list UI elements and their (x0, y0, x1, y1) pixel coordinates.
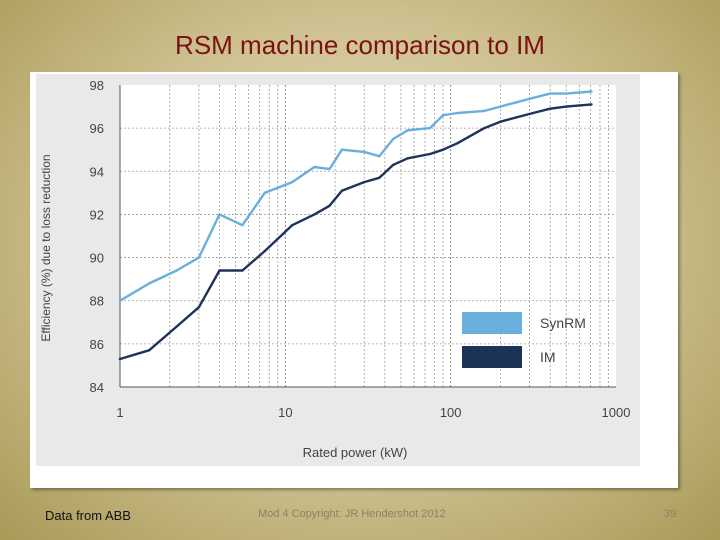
y-tick-label: 84 (90, 380, 104, 395)
legend-swatch-im (462, 346, 522, 368)
data-point-im (290, 224, 294, 227)
data-point-im (499, 120, 502, 123)
data-point-im (590, 103, 593, 106)
x-tick-label: 10 (278, 405, 292, 420)
data-point-synrm (218, 213, 221, 216)
data-point-im (118, 357, 122, 361)
data-point-im (515, 116, 518, 119)
data-point-synrm (456, 111, 459, 115)
data-point-synrm (263, 191, 266, 195)
x-tick-label: 100 (440, 405, 462, 420)
data-point-synrm (378, 154, 381, 158)
data-point-synrm (406, 129, 409, 132)
chart-plot-area (120, 85, 616, 387)
y-tick-label: 94 (90, 164, 104, 179)
data-point-synrm (118, 299, 122, 302)
x-axis-label: Rated power (kW) (303, 445, 408, 460)
data-point-synrm (441, 114, 445, 117)
y-axis-label: Efficiency (%) due to loss reduction (39, 154, 53, 341)
y-tick-label: 96 (90, 121, 104, 136)
data-point-synrm (313, 165, 316, 169)
data-point-synrm (549, 92, 552, 95)
data-point-im (531, 111, 535, 115)
x-tick-label: 1000 (602, 405, 631, 420)
data-point-im (263, 249, 266, 253)
y-tick-label: 86 (90, 337, 104, 352)
slide-title: RSM machine comparison to IM (175, 30, 545, 60)
data-point-im (565, 105, 568, 108)
y-tick-label: 92 (90, 207, 104, 222)
data-point-im (175, 325, 178, 328)
legend-swatch-synrm (462, 312, 522, 334)
data-point-im (328, 204, 331, 207)
data-point-im (483, 126, 486, 130)
data-point-im (378, 176, 381, 179)
data-point-synrm (515, 101, 518, 104)
data-point-synrm (392, 137, 395, 141)
page-number: 39 (664, 508, 677, 520)
chart-frame: 84 86 88 90 92 94 96 98 1 10 100 1000 SynRM IM Effic… (30, 72, 678, 488)
data-point-im (147, 349, 151, 352)
data-point-im (363, 180, 366, 184)
data-point-im (241, 269, 244, 272)
data-point-im (218, 269, 221, 272)
legend-label-im: IM (540, 349, 556, 365)
data-point-im (340, 189, 344, 192)
data-point-im (549, 107, 552, 110)
data-point-synrm (363, 150, 366, 154)
data-point-synrm (197, 256, 201, 259)
data-point-synrm (175, 269, 178, 272)
data-point-synrm (590, 90, 593, 93)
y-tick-label: 88 (90, 294, 104, 309)
data-point-im (428, 152, 432, 156)
data-point-synrm (340, 148, 344, 151)
data-point-synrm (147, 282, 151, 285)
efficiency-chart: 84 86 88 90 92 94 96 98 1 10 100 1000 SynRM IM Effic… (36, 74, 640, 466)
data-point-im (441, 148, 445, 151)
data-point-synrm (290, 180, 294, 184)
x-tick-label: 1 (116, 405, 123, 420)
footer-copyright: Mod 4 Copyright: JR Hendershot 2012 (258, 508, 446, 520)
data-point-synrm (531, 96, 535, 100)
y-tick-label: 98 (90, 78, 104, 93)
data-point-synrm (428, 126, 432, 130)
data-point-im (406, 157, 409, 160)
data-point-im (313, 213, 316, 216)
legend-label-synrm: SynRM (540, 315, 586, 331)
data-point-im (197, 305, 201, 309)
footer-source: Data from ABB (45, 508, 131, 523)
data-point-im (392, 163, 395, 167)
data-point-synrm (241, 224, 244, 227)
y-tick-label: 90 (90, 251, 104, 266)
data-point-synrm (565, 92, 568, 95)
data-point-im (456, 142, 459, 145)
data-point-synrm (483, 109, 486, 113)
data-point-synrm (328, 167, 331, 171)
data-point-synrm (499, 105, 502, 108)
